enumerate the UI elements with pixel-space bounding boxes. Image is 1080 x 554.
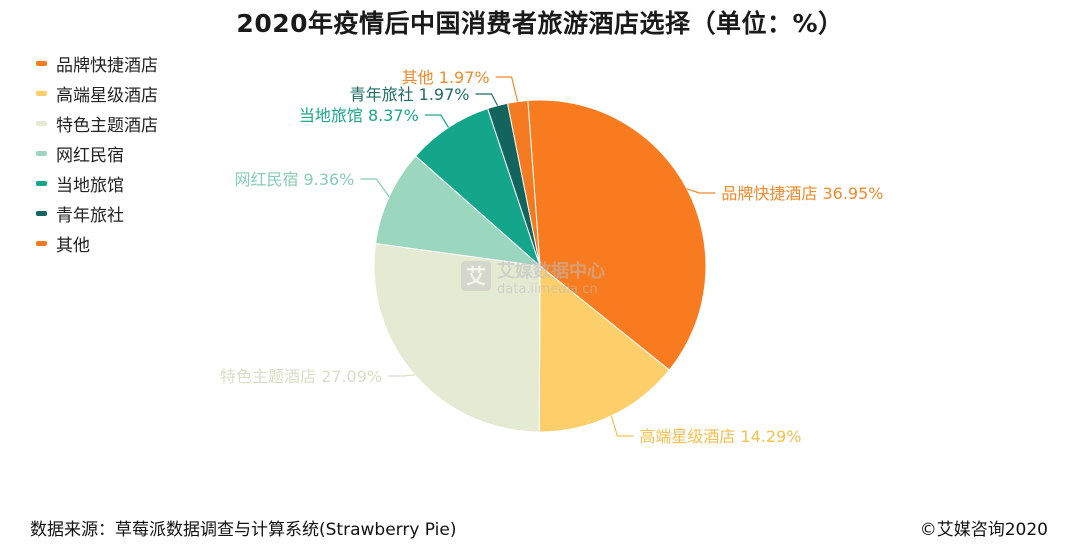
chart-title: 2020年疫情后中国消费者旅游酒店选择（单位：%） — [236, 9, 844, 38]
leader-line — [495, 76, 519, 102]
legend-label: 特色主题酒店 — [56, 115, 158, 136]
legend-item: 高端星级酒店 — [36, 78, 158, 108]
pie-slice — [373, 242, 541, 433]
legend-label: 品牌快捷酒店 — [56, 55, 158, 76]
legend-label: 其他 — [56, 235, 90, 256]
copyright: ©艾媒咨询2020 — [919, 520, 1048, 540]
legend-label: 青年旅社 — [56, 205, 124, 226]
slice-label: 高端星级酒店 14.29% — [639, 427, 801, 446]
watermark-glyph: 艾 — [466, 264, 486, 288]
slice-label: 网红民宿 9.36% — [234, 170, 354, 189]
legend-item: 网红民宿 — [36, 138, 158, 168]
pie-slice — [506, 99, 541, 267]
leader-line — [686, 188, 716, 194]
legend-item: 品牌快捷酒店 — [36, 48, 158, 78]
legend-item: 青年旅社 — [36, 198, 158, 228]
leader-line — [388, 374, 415, 377]
leader-line — [475, 93, 499, 106]
watermark-logo-icon — [461, 261, 491, 291]
legend-swatch — [36, 210, 47, 216]
legend-swatch — [36, 240, 47, 246]
pie-slice — [538, 264, 671, 433]
pie-slice — [414, 107, 542, 268]
slice-label: 其他 1.97% — [402, 68, 490, 87]
legend-item: 其他 — [36, 228, 158, 258]
pie-slice — [527, 99, 707, 371]
slice-label: 特色主题酒店 27.09% — [220, 367, 382, 386]
data-source: 数据来源：草莓派数据调查与计算系统(Strawberry Pie) — [30, 520, 457, 540]
legend-swatch — [36, 120, 47, 126]
watermark-name: 艾媒数据中心 — [497, 260, 605, 282]
legend-label: 当地旅馆 — [56, 175, 124, 196]
slice-label: 品牌快捷酒店 36.95% — [721, 184, 883, 203]
legend-item: 当地旅馆 — [36, 168, 158, 198]
chart-legend: 品牌快捷酒店 高端星级酒店 特色主题酒店 网红民宿 当地旅馆 青年旅社 其他 — [36, 48, 158, 258]
pie-slice — [374, 155, 542, 267]
legend-swatch — [36, 60, 47, 66]
legend-swatch — [36, 150, 47, 156]
leader-line — [424, 114, 450, 128]
watermark-url: data.iimedia.cn — [497, 282, 598, 297]
slice-label: 当地旅馆 8.37% — [299, 106, 419, 125]
legend-item: 特色主题酒店 — [36, 108, 158, 138]
legend-label: 网红民宿 — [56, 145, 124, 166]
legend-swatch — [36, 180, 47, 186]
legend-label: 高端星级酒店 — [56, 85, 158, 106]
leader-line — [360, 178, 390, 198]
slice-label: 青年旅社 1.97% — [350, 85, 470, 104]
legend-swatch — [36, 90, 47, 96]
watermark: 艾 艾媒数据中心 data.iimedia.cn — [461, 260, 605, 297]
leader-line — [610, 415, 634, 437]
